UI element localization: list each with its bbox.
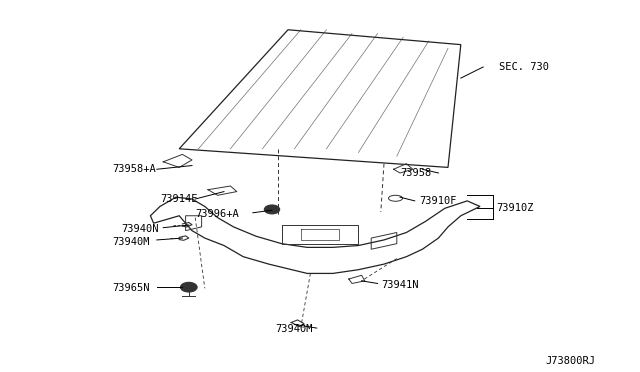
Text: 73914E: 73914E [160, 194, 198, 204]
Text: 73965N: 73965N [112, 283, 150, 293]
Text: J73800RJ: J73800RJ [545, 356, 595, 366]
Circle shape [180, 282, 197, 292]
Text: 73940M: 73940M [112, 237, 150, 247]
Circle shape [264, 205, 280, 214]
Text: SEC. 730: SEC. 730 [499, 62, 549, 72]
Text: 73910Z: 73910Z [496, 203, 534, 213]
Text: 73996+A: 73996+A [195, 209, 239, 219]
Text: 73941N: 73941N [381, 280, 419, 289]
Text: 73958: 73958 [400, 168, 431, 178]
Text: 73940N: 73940N [122, 224, 159, 234]
Text: 73958+A: 73958+A [112, 164, 156, 174]
Text: 73940M: 73940M [275, 324, 313, 334]
Text: 73910F: 73910F [419, 196, 457, 206]
